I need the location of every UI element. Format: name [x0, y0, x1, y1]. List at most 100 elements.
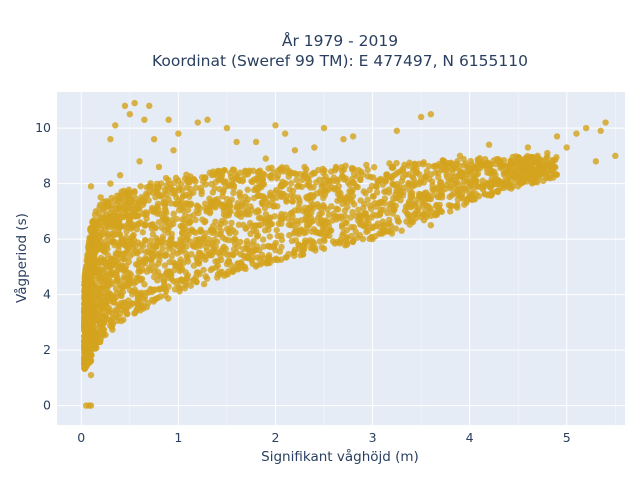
data-point [319, 226, 327, 233]
data-point [379, 230, 386, 237]
data-point [347, 188, 355, 196]
data-point [475, 193, 483, 200]
data-point [87, 402, 95, 409]
data-point [212, 204, 219, 211]
data-point [340, 135, 347, 143]
data-point [204, 240, 211, 247]
data-point [492, 160, 499, 168]
data-point [172, 174, 180, 182]
data-point [459, 169, 467, 176]
data-point [537, 171, 545, 178]
data-point [148, 296, 156, 304]
data-point [233, 249, 240, 256]
data-point [165, 116, 172, 123]
data-point [388, 230, 396, 237]
data-point [155, 252, 162, 259]
data-point [254, 169, 262, 176]
data-point [202, 273, 209, 280]
data-point [103, 201, 111, 208]
data-point [81, 317, 89, 324]
data-point [87, 291, 94, 298]
data-point [183, 184, 190, 191]
data-point [142, 237, 149, 244]
data-point [342, 175, 349, 182]
data-point [225, 199, 233, 206]
data-point [121, 265, 129, 273]
data-point [419, 160, 427, 168]
data-point [412, 200, 419, 207]
data-point [352, 228, 359, 235]
data-point [343, 198, 351, 206]
data-point [175, 130, 182, 137]
data-point [141, 116, 148, 123]
data-point [253, 233, 261, 240]
data-point [137, 275, 144, 283]
data-point [500, 156, 508, 164]
data-point [155, 218, 163, 226]
data-point [217, 247, 225, 255]
data-point [182, 279, 190, 286]
data-point [242, 193, 249, 200]
data-point [204, 116, 211, 123]
data-point [333, 238, 341, 246]
data-point [311, 144, 318, 151]
data-point [142, 254, 149, 262]
data-point [103, 263, 110, 271]
data-point [101, 281, 108, 289]
data-point [356, 213, 364, 221]
data-point [297, 251, 304, 259]
data-point [155, 260, 162, 267]
data-point [117, 317, 125, 325]
data-point [192, 178, 199, 185]
data-point [91, 257, 99, 265]
data-point [379, 181, 387, 188]
data-point [435, 169, 442, 177]
data-point [197, 184, 205, 192]
data-point [436, 201, 443, 209]
data-point [552, 164, 559, 171]
data-point [195, 235, 203, 243]
data-point [209, 189, 217, 196]
data-point [511, 168, 518, 175]
data-point [160, 278, 168, 285]
data-point [306, 206, 313, 213]
data-point [466, 180, 473, 187]
data-point [291, 147, 299, 154]
data-point [272, 239, 280, 247]
data-point [158, 273, 165, 280]
data-point [121, 102, 129, 110]
data-point [208, 171, 216, 179]
data-point [293, 176, 300, 184]
data-point [259, 236, 267, 243]
data-point [179, 225, 186, 232]
data-point [85, 240, 93, 247]
data-point [298, 183, 306, 190]
data-point [197, 249, 204, 257]
data-point [214, 262, 222, 269]
data-point [174, 242, 181, 250]
data-point [260, 193, 267, 200]
data-point [97, 194, 104, 201]
data-point [92, 341, 100, 348]
data-point [360, 204, 367, 212]
data-point [422, 189, 430, 196]
data-point [447, 208, 454, 215]
x-tick-label: 2 [271, 430, 279, 445]
data-point [406, 221, 414, 228]
data-point [406, 159, 413, 166]
data-point [350, 237, 357, 244]
data-point [507, 185, 515, 192]
data-point [111, 231, 118, 239]
data-point [249, 248, 257, 256]
data-point [343, 234, 351, 241]
data-point [91, 295, 99, 302]
data-point [153, 243, 160, 250]
data-point [156, 192, 163, 199]
data-point [481, 190, 489, 198]
data-point [255, 214, 263, 222]
data-point [90, 233, 97, 241]
data-point [300, 172, 308, 179]
data-point [264, 258, 272, 265]
data-point [320, 124, 328, 132]
data-point [208, 252, 215, 259]
